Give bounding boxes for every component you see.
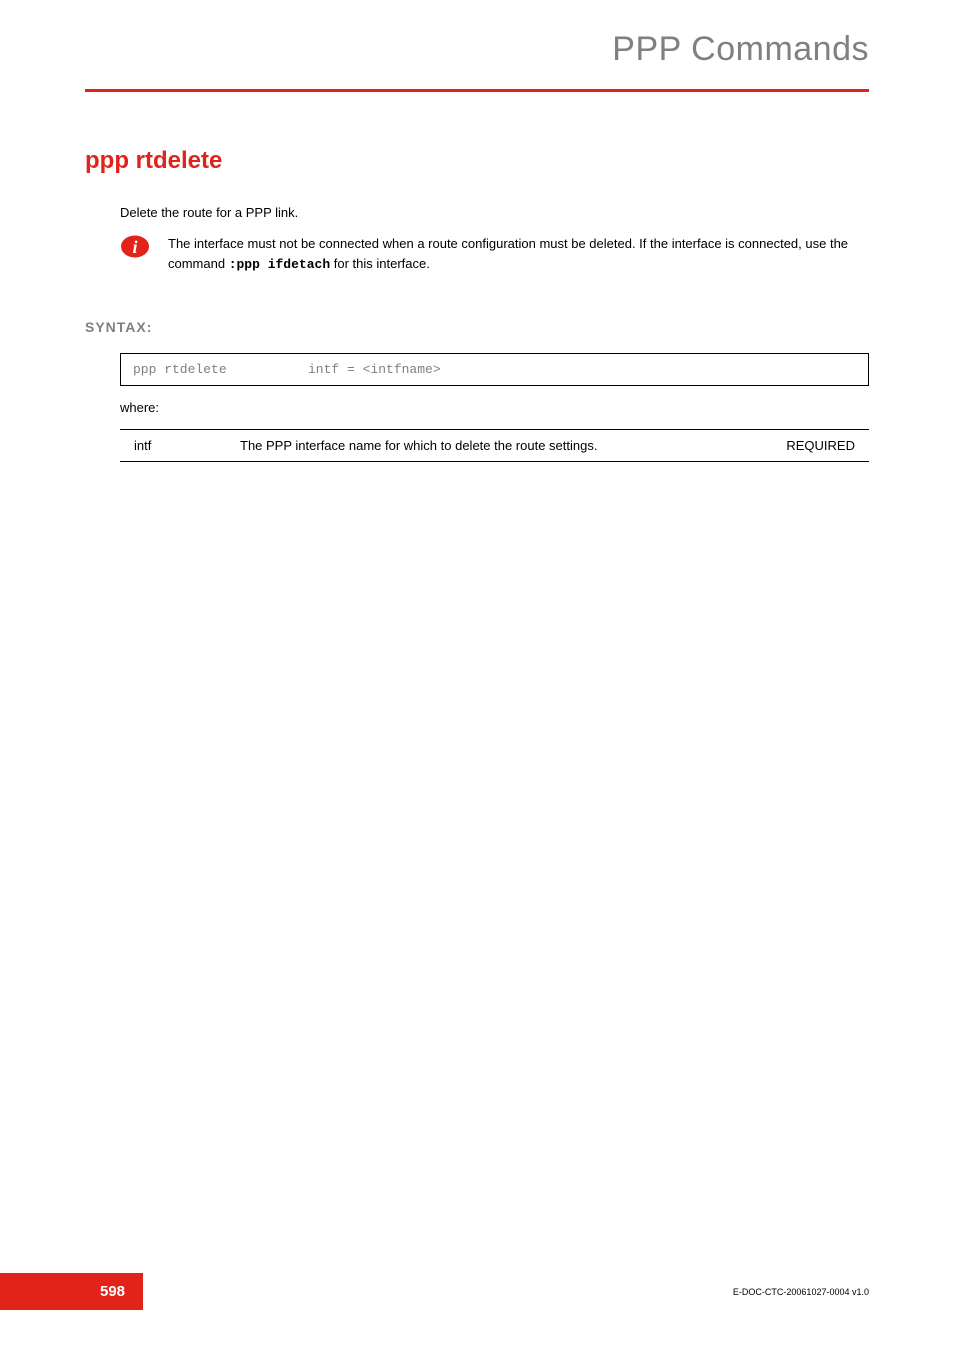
page-header: PPP Commands <box>0 0 954 79</box>
footer-doc-id: E-DOC-CTC-20061027-0004 v1.0 <box>733 1287 869 1297</box>
syntax-args: intf = <intfname> <box>308 362 441 377</box>
param-table: intf The PPP interface name for which to… <box>120 429 869 462</box>
section-description: Delete the route for a PPP link. <box>120 205 869 220</box>
param-name: intf <box>120 430 230 462</box>
where-label: where: <box>120 400 869 415</box>
info-icon: i <box>120 234 150 264</box>
info-text-mono: :ppp ifdetach <box>229 257 330 272</box>
syntax-command: ppp rtdelete <box>133 362 308 377</box>
info-text-after: for this interface. <box>330 256 430 271</box>
param-row: intf The PPP interface name for which to… <box>120 430 869 462</box>
syntax-heading: SYNTAX: <box>85 319 869 335</box>
param-required: REQUIRED <box>769 430 869 462</box>
page-footer: 598 E-DOC-CTC-20061027-0004 v1.0 <box>0 1273 954 1310</box>
header-title: PPP Commands <box>0 30 869 69</box>
svg-text:i: i <box>132 237 137 257</box>
syntax-box: ppp rtdelete intf = <intfname> <box>120 353 869 386</box>
section-title: ppp rtdelete <box>85 147 869 175</box>
info-block: i The interface must not be connected wh… <box>120 234 869 274</box>
param-description: The PPP interface name for which to dele… <box>230 430 769 462</box>
info-text: The interface must not be connected when… <box>168 234 869 274</box>
page-number: 598 <box>0 1273 143 1310</box>
content-area: ppp rtdelete Delete the route for a PPP … <box>0 92 954 462</box>
